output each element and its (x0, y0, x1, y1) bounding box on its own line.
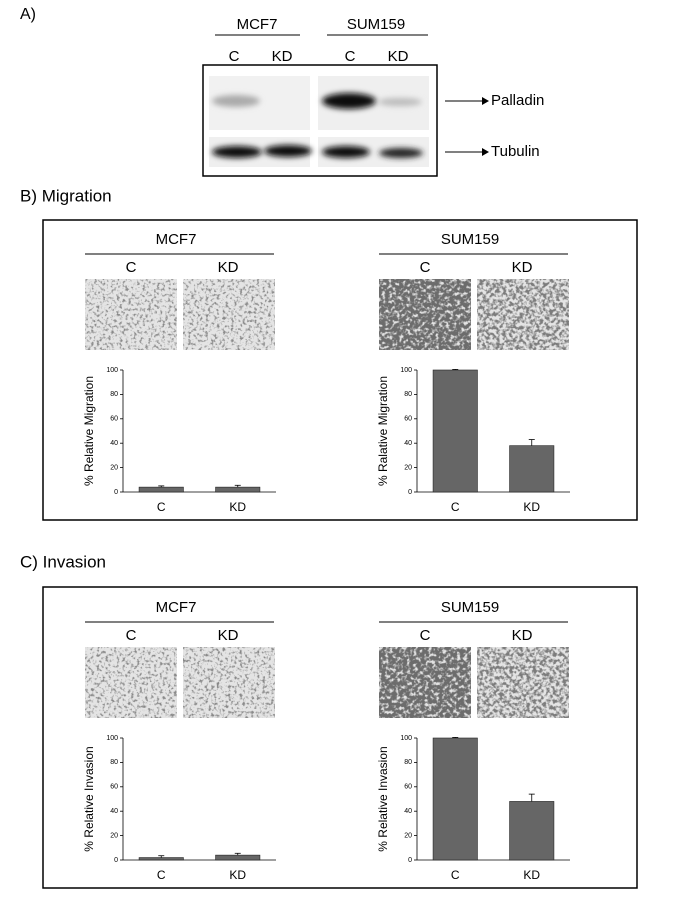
y-tick-label: 100 (400, 735, 412, 742)
group-label: MCF7 (237, 16, 278, 33)
group-label: SUM159 (441, 599, 499, 616)
lane-label: KD (388, 48, 409, 65)
micrograph-texture (379, 279, 471, 350)
panel-frame (42, 219, 638, 521)
bar (215, 486, 261, 493)
y-tick-label: 40 (110, 808, 118, 815)
y-tick-label: 0 (114, 489, 118, 496)
y-tick-label: 20 (404, 464, 412, 471)
arrow-head (482, 97, 489, 105)
micrograph-texture (379, 647, 471, 718)
bar (509, 801, 555, 861)
group-label: MCF7 (156, 599, 197, 616)
bar (138, 857, 184, 861)
lane-label: KD (512, 259, 533, 276)
y-tick-label: 60 (404, 784, 412, 791)
y-tick-label: 80 (404, 391, 412, 398)
blot-band (379, 148, 423, 158)
y-tick-label: 0 (408, 857, 412, 864)
y-tick-label: 40 (404, 808, 412, 815)
micrograph-texture (85, 279, 177, 350)
blot-band (212, 95, 260, 107)
y-tick-label: 100 (106, 367, 118, 374)
y-tick-label: 40 (404, 440, 412, 447)
bar (509, 445, 555, 493)
band-label: Tubulin (491, 143, 540, 160)
lane-label: KD (218, 627, 239, 644)
y-tick-label: 20 (404, 832, 412, 839)
blot-band (322, 146, 370, 158)
x-tick-label: C (157, 868, 166, 882)
lane-label: C (420, 627, 431, 644)
y-tick-label: 20 (110, 464, 118, 471)
y-axis-label: % Relative Invasion (376, 746, 390, 851)
y-tick-label: 0 (114, 857, 118, 864)
x-tick-label: KD (523, 500, 540, 514)
x-tick-label: KD (229, 500, 246, 514)
y-axis-label: % Relative Migration (82, 376, 96, 486)
blot-band (378, 98, 422, 106)
y-tick-label: 80 (110, 391, 118, 398)
panel-label: C) Invasion (20, 552, 106, 571)
micrograph-texture (477, 279, 569, 350)
x-tick-label: C (451, 868, 460, 882)
bar (432, 737, 478, 861)
blot-band (212, 146, 262, 158)
blot-band (322, 93, 376, 109)
y-tick-label: 80 (110, 759, 118, 766)
lane-label: C (126, 627, 137, 644)
bar (432, 369, 478, 493)
lane-label: C (229, 48, 240, 65)
group-label: SUM159 (441, 231, 499, 248)
micrograph-texture (85, 647, 177, 718)
bar (138, 486, 184, 493)
panel-label: A) (20, 6, 36, 23)
micrograph-texture (183, 279, 275, 350)
group-label: MCF7 (156, 231, 197, 248)
arrow-head (482, 148, 489, 156)
y-axis-label: % Ralative Migration (376, 376, 390, 486)
lane-label: KD (272, 48, 293, 65)
blot-band (264, 145, 312, 157)
y-axis-label: % Relative Invasion (82, 746, 96, 851)
y-tick-label: 60 (110, 784, 118, 791)
y-tick-label: 80 (404, 759, 412, 766)
lane-label: C (420, 259, 431, 276)
bar (215, 854, 261, 861)
lane-label: C (126, 259, 137, 276)
x-tick-label: C (451, 500, 460, 514)
lane-label: KD (218, 259, 239, 276)
y-tick-label: 100 (400, 367, 412, 374)
y-tick-label: 100 (106, 735, 118, 742)
lane-label: KD (512, 627, 533, 644)
lane-label: C (345, 48, 356, 65)
group-label: SUM159 (347, 16, 405, 33)
micrograph-texture (183, 647, 275, 718)
x-tick-label: KD (229, 868, 246, 882)
x-tick-label: KD (523, 868, 540, 882)
y-tick-label: 0 (408, 489, 412, 496)
y-tick-label: 20 (110, 832, 118, 839)
panel-frame (42, 586, 638, 889)
y-tick-label: 60 (404, 416, 412, 423)
panel-label: B) Migration (20, 186, 112, 205)
micrograph-texture (477, 647, 569, 718)
y-tick-label: 40 (110, 440, 118, 447)
band-label: Palladin (491, 92, 544, 109)
y-tick-label: 60 (110, 416, 118, 423)
x-tick-label: C (157, 500, 166, 514)
